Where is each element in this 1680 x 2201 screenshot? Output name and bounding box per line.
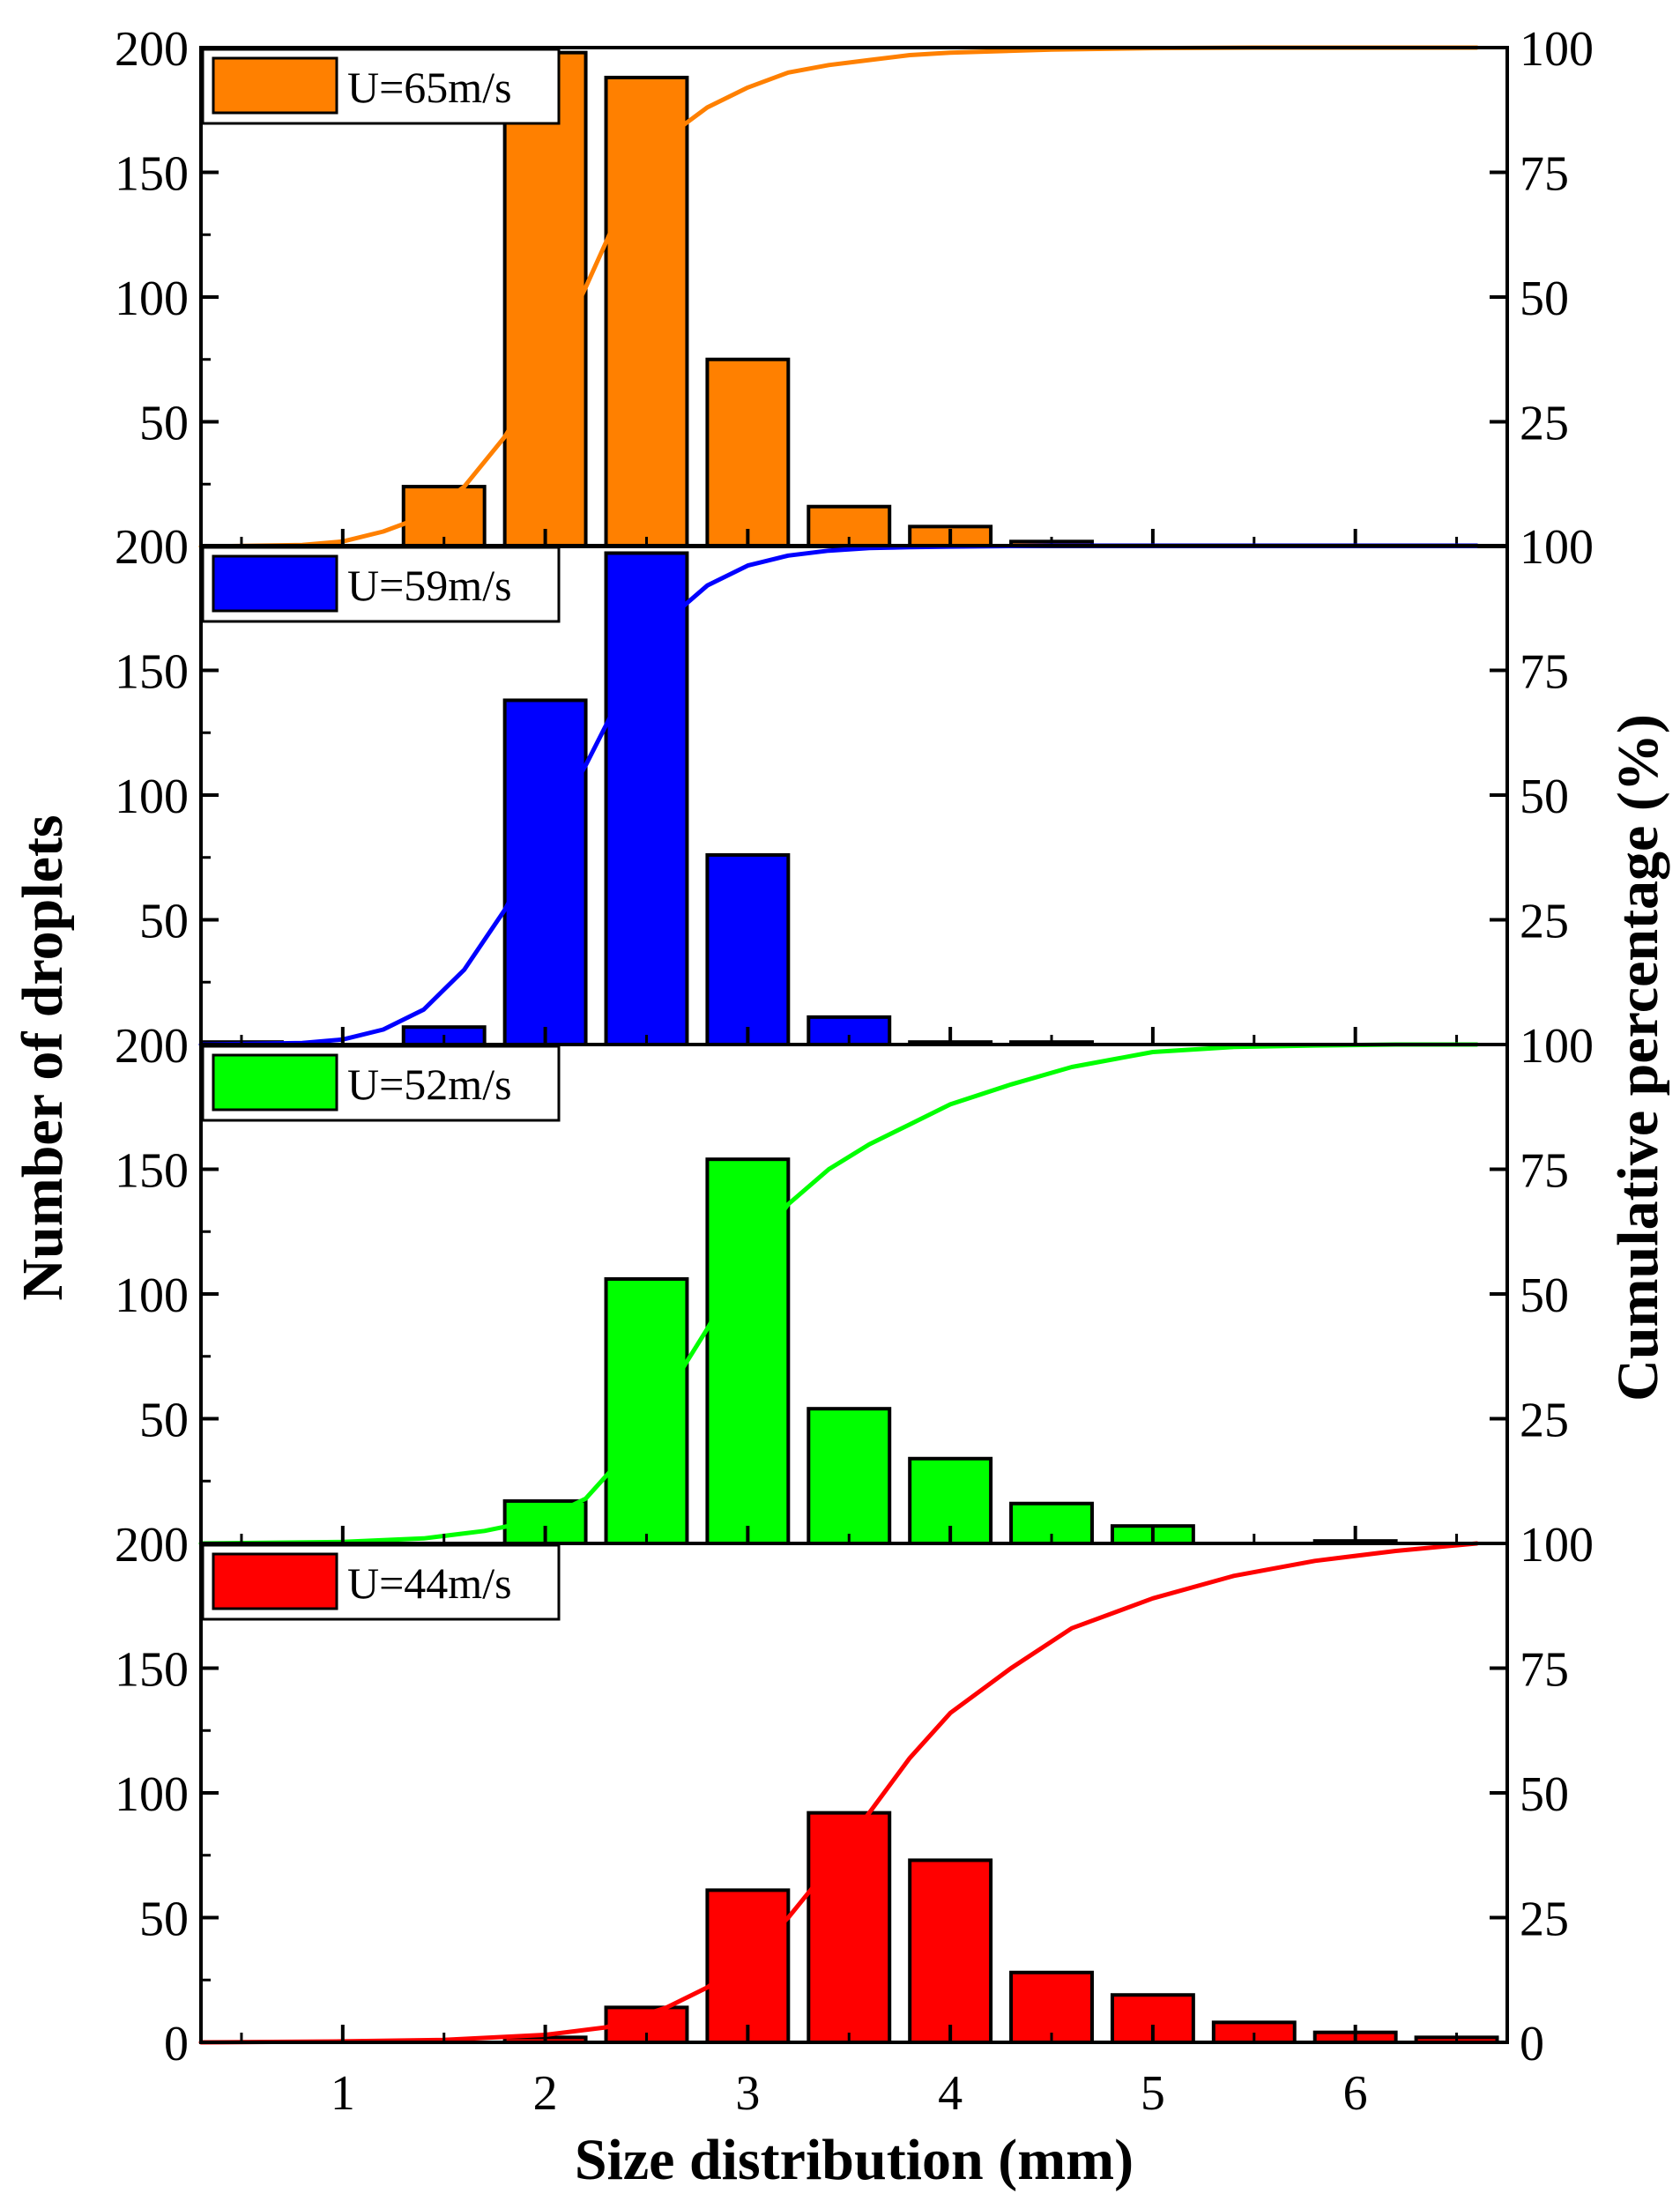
bar (604, 75, 689, 548)
y-tick-label: 150 (115, 147, 189, 202)
legend: U=65m/s (201, 48, 561, 125)
legend-label: U=59m/s (347, 561, 512, 610)
bar (604, 1277, 689, 1546)
y-tick-label: 100 (115, 271, 189, 326)
x-tick-label: 5 (1141, 2066, 1165, 2121)
y2-tick-label: 50 (1520, 1268, 1569, 1323)
y2-tick-label: 75 (1520, 1144, 1569, 1199)
bar (604, 551, 689, 1046)
y-tick-label: 150 (115, 1643, 189, 1698)
y-tick-label: 200 (115, 1019, 189, 1074)
y2-tick-label: 100 (1520, 1019, 1594, 1074)
y2-tick-label: 25 (1520, 1394, 1569, 1448)
y-tick-label: 50 (139, 895, 189, 949)
cumulative-line (198, 1042, 1479, 1546)
x-tick-label: 6 (1343, 2066, 1368, 2121)
legend-swatch (212, 554, 338, 613)
x-tick-label: 4 (938, 2066, 963, 2121)
bar (807, 1407, 892, 1546)
y2-tick-label: 75 (1520, 645, 1569, 700)
legend: U=59m/s (201, 546, 561, 623)
legend-label: U=44m/s (347, 1558, 512, 1608)
bar (1009, 1970, 1094, 2045)
y-tick-label: 200 (115, 1518, 189, 1573)
y2-tick-label: 50 (1520, 1767, 1569, 1822)
legend-label: U=65m/s (347, 63, 512, 112)
y2-tick-label: 100 (1520, 520, 1594, 575)
bar (705, 852, 791, 1046)
bar (908, 1858, 993, 2044)
panel-2: 50 100 150 200 25 50 75 100 U=59m/s (115, 520, 1594, 1047)
y-tick-label: 150 (115, 645, 189, 700)
panel-1: 50 100 150 200 25 50 75 100 U=65m/s (115, 22, 1594, 549)
y-tick-label: 50 (139, 1892, 189, 1947)
cumulative-line (198, 1541, 1479, 2045)
legend: U=52m/s (201, 1045, 561, 1122)
y2-tick-label: 25 (1520, 895, 1569, 949)
y-tick-label: 100 (115, 1767, 189, 1822)
y2-tick-label: 100 (1520, 22, 1594, 77)
y2-tick-label: 25 (1520, 397, 1569, 451)
y-tick-label: 100 (115, 770, 189, 824)
y-tick-label: 0 (164, 2017, 189, 2071)
y-tick-label: 50 (139, 1394, 189, 1448)
bar (502, 698, 588, 1047)
x-tick-label: 3 (735, 2066, 760, 2121)
x-tick-label: 1 (331, 2066, 355, 2121)
y-axis-title: Number of droplets (11, 814, 75, 1300)
panel-4: 0 50 100 150 200 0 25 50 75 100 U=44m/s (115, 1518, 1594, 2071)
y-tick-label: 200 (115, 22, 189, 77)
y2-tick-label: 50 (1520, 271, 1569, 326)
y-tick-label: 150 (115, 1144, 189, 1199)
bar (807, 1811, 892, 2044)
y2-tick-label: 50 (1520, 770, 1569, 824)
y2-tick-label: 75 (1520, 1643, 1569, 1698)
bar (502, 50, 588, 549)
x-tick-label: 2 (533, 2066, 558, 2121)
y-tick-label: 200 (115, 520, 189, 575)
legend-swatch (212, 56, 338, 115)
legend: U=44m/s (201, 1543, 561, 1621)
y2-tick-label: 25 (1520, 1892, 1569, 1947)
x-axis-title: Size distribution (mm) (575, 2128, 1134, 2192)
legend-swatch (212, 1053, 338, 1112)
legend-swatch (212, 1552, 338, 1610)
bar (705, 1888, 791, 2045)
y2-tick-label: 0 (1520, 2017, 1544, 2071)
y2-axis-title: Cumulative percentage (%) (1606, 714, 1670, 1402)
bar (705, 1157, 791, 1546)
legend-label: U=52m/s (347, 1060, 512, 1109)
y2-tick-label: 75 (1520, 147, 1569, 202)
y-tick-label: 100 (115, 1268, 189, 1323)
panel-3: 50 100 150 200 25 50 75 100 U=52m/s (115, 1019, 1594, 1546)
bar (705, 357, 791, 548)
y2-tick-label: 100 (1520, 1518, 1594, 1573)
y-tick-label: 50 (139, 397, 189, 451)
